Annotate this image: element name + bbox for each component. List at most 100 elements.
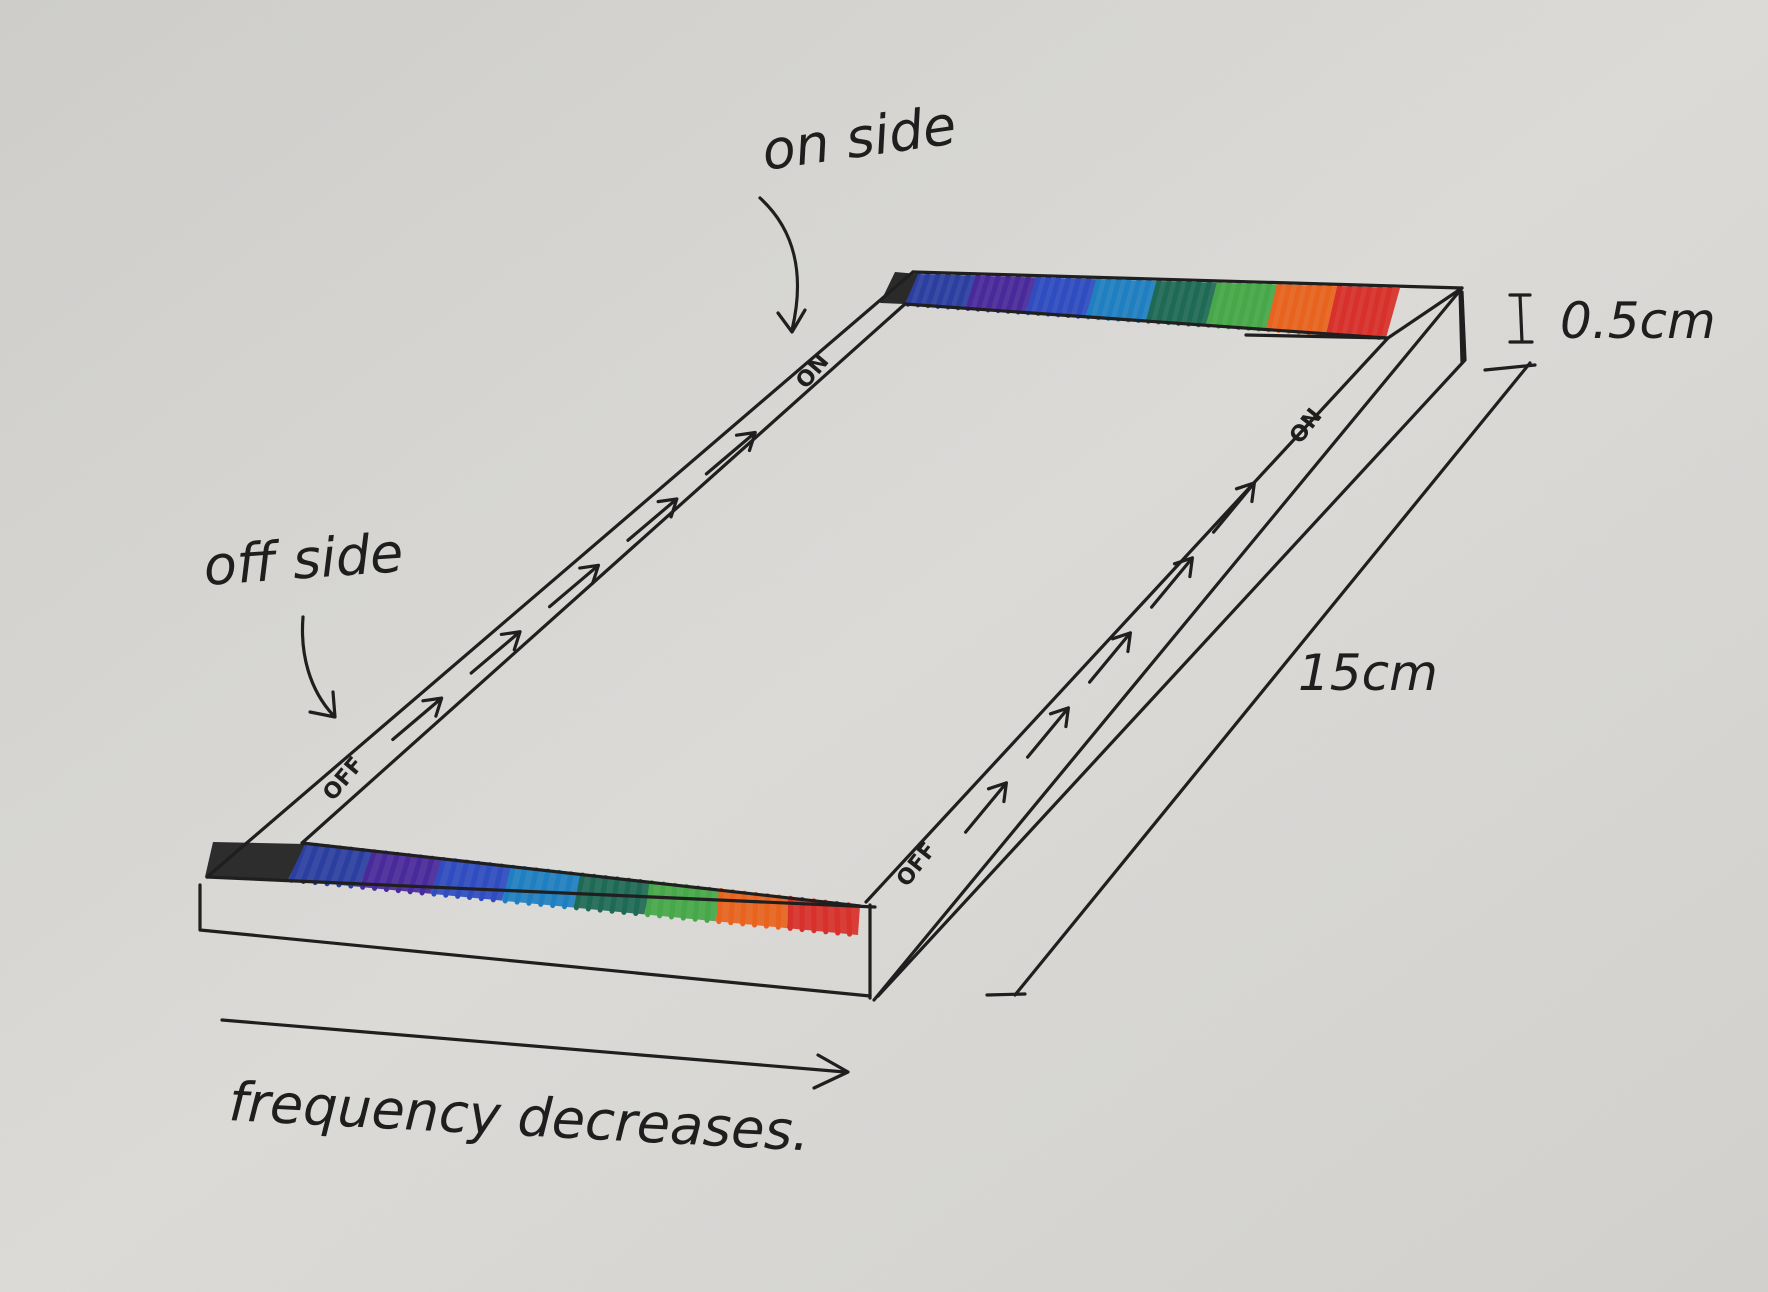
bottom-band-scribble (455, 859, 470, 899)
left-rail-arrow-icon (391, 696, 444, 742)
top-band-scribble (1135, 278, 1152, 323)
right-rail-arrow-icon (1150, 556, 1194, 609)
top-band-scribble (1246, 281, 1262, 331)
on-side-pointer (758, 196, 800, 332)
top-band-scribble (1125, 277, 1142, 323)
bottom-rail-front-face (198, 883, 872, 998)
top-band-scribble (1296, 282, 1313, 335)
top-band-scribble (1326, 283, 1343, 337)
right-rail-arrow-icon (1088, 631, 1132, 684)
top-band-scribble (1356, 284, 1373, 339)
top-band-scribble (1346, 284, 1363, 338)
arrow-icon (220, 196, 850, 1090)
left-rail-arrow-icon (626, 497, 679, 542)
top-band-scribble (1336, 284, 1353, 338)
top-band-scribble (1266, 282, 1282, 333)
top-band-scribble (1286, 282, 1303, 334)
top-band-scribble (1175, 279, 1192, 326)
top-band-scribble (1155, 278, 1172, 325)
frequency-arrow-shaft (220, 1018, 847, 1074)
top-band-scribble (1085, 276, 1102, 320)
top-band-scribble (1236, 281, 1252, 331)
right-rail-arrow-icon (1026, 706, 1070, 759)
bottom-band-scribble (752, 891, 759, 928)
left-rail-arrow-icon (469, 630, 522, 675)
top-band-scribble (945, 272, 961, 310)
bottom-band-scribble (490, 863, 505, 903)
bottom-band-scribble (704, 886, 713, 923)
top-band-scribble (1095, 277, 1112, 321)
bottom-band-scribble (668, 882, 678, 920)
bottom-band-scribble (467, 860, 481, 901)
top-band-scribble (1005, 274, 1021, 314)
bottom-band-scribble (550, 869, 562, 909)
top-band-scribble (905, 271, 921, 307)
frame-outline (198, 270, 1467, 1002)
bottom-band-scribble (526, 867, 539, 906)
top-band-scribble (1015, 274, 1031, 315)
top-band-scribble (1025, 275, 1041, 316)
top-band-scribble (915, 271, 931, 308)
top-band-scribble (1226, 280, 1242, 330)
top-band-scribble (1145, 278, 1162, 324)
length-tick-bottom (985, 992, 1027, 997)
off-side-label: off side (202, 521, 406, 598)
bottom-band-scribble (740, 890, 747, 927)
bottom-band-scribble (300, 842, 320, 884)
top-band-scribble (1035, 275, 1052, 316)
top-band-scribble (1115, 277, 1132, 322)
frequency-arrow-head (812, 1053, 850, 1090)
bottom-band-scribble (360, 849, 377, 890)
off-side-pointer-head (308, 690, 337, 719)
top-right-corner-edge (1458, 288, 1464, 364)
bottom-band-scribble (680, 884, 690, 921)
top-rail-edge (911, 270, 1464, 340)
bottom-band-scribble (478, 862, 493, 902)
right-rail-outer-edge (872, 286, 1464, 1002)
bottom-band-scribble (562, 871, 574, 910)
top-band-scribble (1306, 283, 1323, 336)
bottom-band-scribble (502, 864, 516, 904)
bottom-band-scribble (348, 847, 366, 889)
top-band-scribble (1065, 276, 1082, 319)
top-rail-inner-edge (903, 302, 1388, 340)
bottom-band-scribble (692, 885, 701, 922)
top-band-scribble (1216, 280, 1232, 329)
bottom-band-scribble (324, 845, 343, 887)
top-band-scribble (1276, 282, 1293, 333)
corner-pad-top (880, 272, 918, 304)
bottom-band-scribble (288, 841, 308, 883)
right-rail-inner-edge (864, 336, 1390, 904)
top-band-scribble (995, 274, 1011, 314)
bottom-band-scribble (657, 881, 666, 919)
bottom-band-scribble (585, 873, 597, 912)
thickness-bracket (1508, 293, 1534, 344)
top-band-scribble (975, 273, 991, 312)
bottom-band-scribble (645, 880, 655, 918)
bottom-rail-inner-edge (300, 841, 862, 908)
top-band-scribble (1045, 275, 1062, 317)
bottom-band-scribble (372, 850, 389, 891)
bottom-band-scribble (514, 866, 528, 905)
thickness-label: 0.5cm (1560, 292, 1716, 350)
length-dimension-line (1013, 361, 1532, 997)
top-band-scribble (1055, 275, 1072, 318)
bottom-band-scribble (834, 900, 841, 936)
top-band-scribble (1105, 277, 1122, 321)
bottom-band-scribble (763, 893, 770, 929)
dimension-bracket-icon (985, 293, 1537, 997)
top-band-scribble (1195, 279, 1212, 328)
bottom-band-scribble (845, 902, 853, 937)
right-rail-arrow-icon (1212, 481, 1256, 534)
top-band-scribble (1185, 279, 1202, 327)
bottom-band-scribble (538, 868, 551, 907)
top-band-scribble (935, 272, 951, 309)
top-band-scribble (1376, 285, 1393, 340)
bottom-band-scribble (728, 889, 736, 926)
top-band-scribble (925, 272, 941, 309)
left-rail-arrow-icon (547, 563, 601, 609)
bottom-band-scribble (573, 872, 585, 911)
